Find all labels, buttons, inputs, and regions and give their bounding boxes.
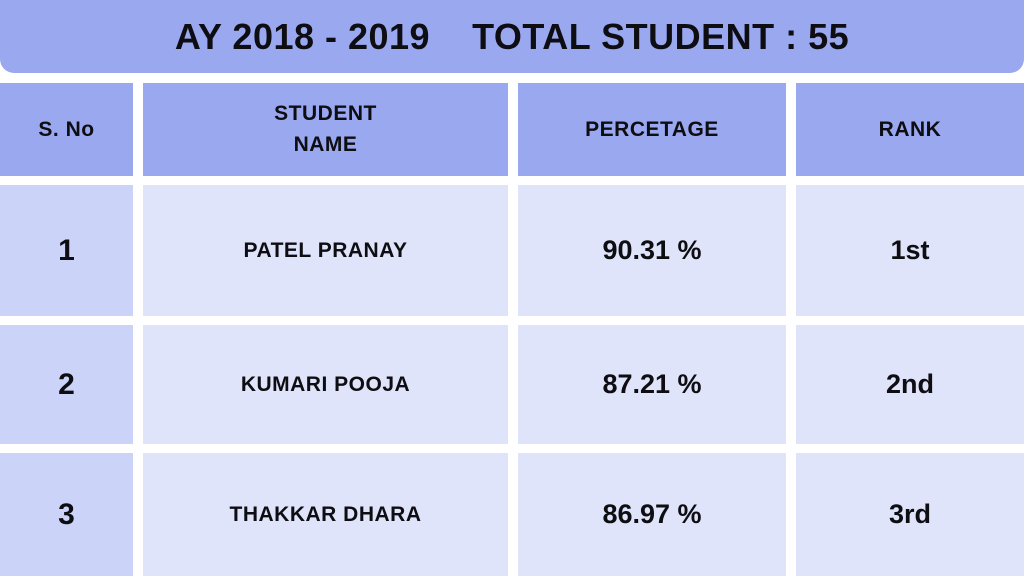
- table-row-1-percentage: 90.31 %: [518, 185, 786, 316]
- table-row-2-name: KUMARI POOJA: [143, 325, 508, 444]
- table-row-2-sno: 2: [0, 325, 133, 444]
- column-header-rank: RANK: [796, 83, 1024, 176]
- table-row-2-percentage: 87.21 %: [518, 325, 786, 444]
- student-rank-table: S. No STUDENT NAME PERCETAGE RANK 1 PATE…: [0, 83, 1024, 576]
- table-row-3-name: THAKKAR DHARA: [143, 453, 508, 576]
- title-bar: AY 2018 - 2019 TOTAL STUDENT : 55: [0, 0, 1024, 73]
- table-row-3-rank: 3rd: [796, 453, 1024, 576]
- table-row-1-rank: 1st: [796, 185, 1024, 316]
- column-header-sno: S. No: [0, 83, 133, 176]
- page-title-total-students: TOTAL STUDENT : 55: [472, 15, 850, 57]
- table-row-3-percentage: 86.97 %: [518, 453, 786, 576]
- column-header-student-name: STUDENT NAME: [143, 83, 508, 176]
- table-row-1-name: PATEL PRANAY: [143, 185, 508, 316]
- column-header-percentage: PERCETAGE: [518, 83, 786, 176]
- table-row-3-sno: 3: [0, 453, 133, 576]
- page-title-academic-year: AY 2018 - 2019: [174, 15, 431, 57]
- table-row-2-rank: 2nd: [796, 325, 1024, 444]
- table-row-1-sno: 1: [0, 185, 133, 316]
